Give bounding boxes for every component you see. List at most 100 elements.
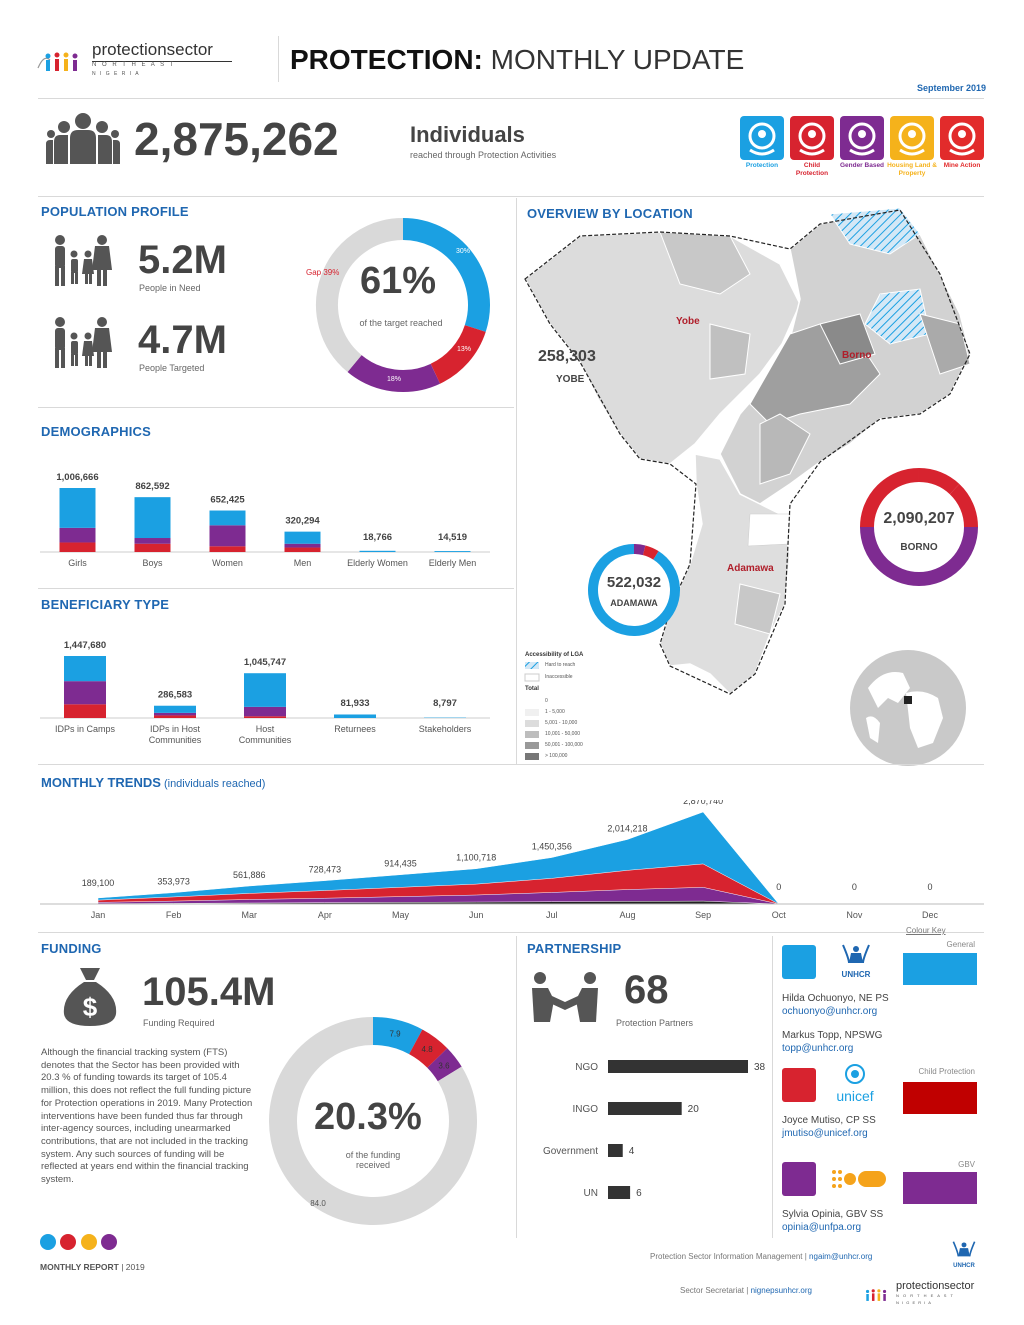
footer-sec-email[interactable]: nignepsunhcr.org	[750, 1286, 812, 1295]
seg-label-purple: 18%	[387, 376, 402, 383]
footer-im: Protection Sector Information Management…	[650, 1252, 872, 1261]
trend-value-6: 1,450,356	[532, 842, 572, 852]
funding-title: FUNDING	[41, 941, 102, 956]
need-value: 5.2M	[138, 238, 227, 282]
funding-donut: 7.9 4.8 3.6 84.0	[269, 1017, 477, 1225]
borno-donut-segment-3	[860, 468, 920, 528]
contact-1-email[interactable]: ochuonyo@unhcr.org	[782, 1006, 878, 1017]
logo-underline	[92, 61, 232, 62]
map-title: OVERVIEW BY LOCATION	[527, 206, 693, 221]
legend-item-hard: Hard to reach	[545, 662, 576, 668]
demo-chart-bar-2-1	[209, 525, 246, 547]
partner-value-3: 6	[636, 1188, 642, 1199]
pop-donut-segment-0	[402, 218, 490, 332]
contact-1-name: Hilda Ochuonyo, NE PS	[782, 993, 889, 1004]
borno-donut-segment-0	[918, 468, 960, 495]
beneficiary-chart: 1,447,680 IDPs in Camps 286,583 IDPs in Hos…	[40, 640, 490, 745]
pop-donut-segment-1	[430, 324, 486, 384]
demographics-title: DEMOGRAPHICS	[41, 424, 152, 439]
fund-donut-label-3: 84.0	[310, 1199, 326, 1208]
map-legend	[524, 662, 540, 760]
contact-4: Sylvia Opinia, GBV SS opinia@unfpa.org	[782, 1208, 883, 1234]
trend-value-0: 189,100	[82, 878, 115, 888]
footer-logo-sub2: N I G E R I A	[896, 1300, 932, 1305]
ben-chart-bar-3-2	[334, 714, 376, 718]
demo-chart-cat-3-0: Men	[294, 558, 312, 568]
adamawa-value: 522,032	[606, 574, 662, 591]
legend-range-0: 0	[545, 698, 548, 704]
trend-month-7: Aug	[619, 910, 635, 920]
trends-chart: Jan 189,100 Feb 353,973 Mar 561,886 Apr 728,473…	[40, 800, 984, 920]
footer-year: | 2019	[118, 1262, 145, 1272]
pop-donut-segment-2	[347, 354, 441, 392]
demo-chart-cat-1-0: Boys	[142, 558, 163, 568]
contact-1: Hilda Ochuonyo, NE PS ochuonyo@unhcr.org	[782, 992, 889, 1018]
demo-chart-cat-5-0: Elderly Men	[429, 558, 477, 568]
ben-chart-bar-2-1	[244, 706, 286, 717]
contact-3-name: Joyce Mutiso, CP SS	[782, 1115, 876, 1126]
demo-chart-value-2: 652,425	[210, 495, 245, 506]
ben-chart-cat-2-1: Communities	[239, 735, 292, 745]
footer-im-email[interactable]: ngaim@unhcr.org	[809, 1252, 873, 1261]
ben-chart-bar-2-2	[244, 673, 286, 707]
footer-unhcr-logo: UNHCR	[944, 1240, 984, 1269]
partner-cat-3: UN	[584, 1188, 598, 1199]
contact-4-name: Sylvia Opinia, GBV SS	[782, 1209, 884, 1220]
trend-value-3: 728,473	[309, 865, 342, 875]
fund-donut-segment-0	[372, 1017, 423, 1055]
category-icon-2	[840, 116, 884, 160]
trend-month-8: Sep	[695, 910, 711, 920]
demographics-chart: 1,006,666 Girls 862,592 Boys 652,425 Women 320…	[40, 472, 490, 568]
demo-chart-bar-1-1	[134, 538, 171, 544]
category-icon-4	[940, 116, 984, 160]
unicef-logo-icon: unicef	[830, 1064, 880, 1104]
yobe-name: Yobe	[676, 316, 700, 327]
demo-chart-bar-3-1	[284, 543, 321, 548]
gbv-logo-icon	[782, 1162, 816, 1196]
key-general-label: General	[946, 940, 975, 949]
footer-logo-text: protectionsector	[896, 1280, 975, 1292]
footer-logo-sub: N O R T H E A S T	[896, 1293, 955, 1298]
trend-value-7: 2,014,218	[607, 823, 647, 833]
category-label-4: Mine Action	[943, 162, 981, 169]
header-logo: protectionsector N O R T H E A S T N I G…	[36, 40, 236, 80]
ben-chart-value-0: 1,447,680	[64, 640, 106, 651]
demo-chart-bar-0-0	[59, 542, 96, 552]
reach-sub: reached through Protection Activities	[410, 150, 557, 160]
partner-bar-0	[608, 1060, 748, 1073]
trend-value-8: 2,870,740	[683, 800, 723, 806]
beneficiary-title: BENEFICIARY TYPE	[41, 597, 170, 612]
trend-month-1: Feb	[166, 910, 182, 920]
ben-chart-cat-4-0: Stakeholders	[419, 724, 472, 734]
ben-chart-cat-2-0: Host	[256, 724, 275, 734]
demo-chart-bar-2-0	[209, 546, 246, 552]
borno-donut-segment-2	[860, 526, 978, 586]
demo-chart-bar-1-2	[134, 497, 171, 539]
fund-donut-segment-1	[408, 1029, 448, 1069]
trends-title: MONTHLY TRENDS (individuals reached)	[41, 775, 265, 790]
demo-chart-value-4: 18,766	[363, 532, 392, 543]
demo-chart-bar-0-1	[59, 527, 96, 543]
footer-people-logo-icon	[865, 1289, 887, 1301]
trend-month-10: Nov	[846, 910, 863, 920]
population-donut	[316, 218, 490, 392]
category-label-0: Protection	[745, 162, 779, 169]
demo-chart-bar-3-0	[284, 547, 321, 552]
contact-2-email[interactable]: topp@unhcr.org	[782, 1043, 854, 1054]
contact-3-email[interactable]: jmutiso@unicef.org	[782, 1128, 868, 1139]
partner-value-2: 4	[629, 1146, 635, 1157]
legend-range-4: 50,001 - 100,000	[545, 742, 583, 748]
demo-chart-bar-3-2	[284, 531, 321, 544]
contact-4-email[interactable]: opinia@unfpa.org	[782, 1222, 862, 1233]
need-label: People in Need	[139, 283, 201, 293]
target-value: 4.7M	[138, 318, 227, 362]
pop-donut-pct: 61%	[360, 260, 437, 302]
ben-chart-value-2: 1,045,747	[244, 657, 286, 668]
trend-value-1: 353,973	[157, 877, 190, 887]
demo-chart-cat-2-0: Women	[212, 558, 243, 568]
borno-label: BORNO	[900, 542, 938, 553]
adamawa-donut-segment-1	[642, 545, 659, 560]
unfpa-logo-icon	[830, 1166, 888, 1192]
demo-chart-bar-1-0	[134, 543, 171, 552]
trend-month-9: Oct	[772, 910, 787, 920]
